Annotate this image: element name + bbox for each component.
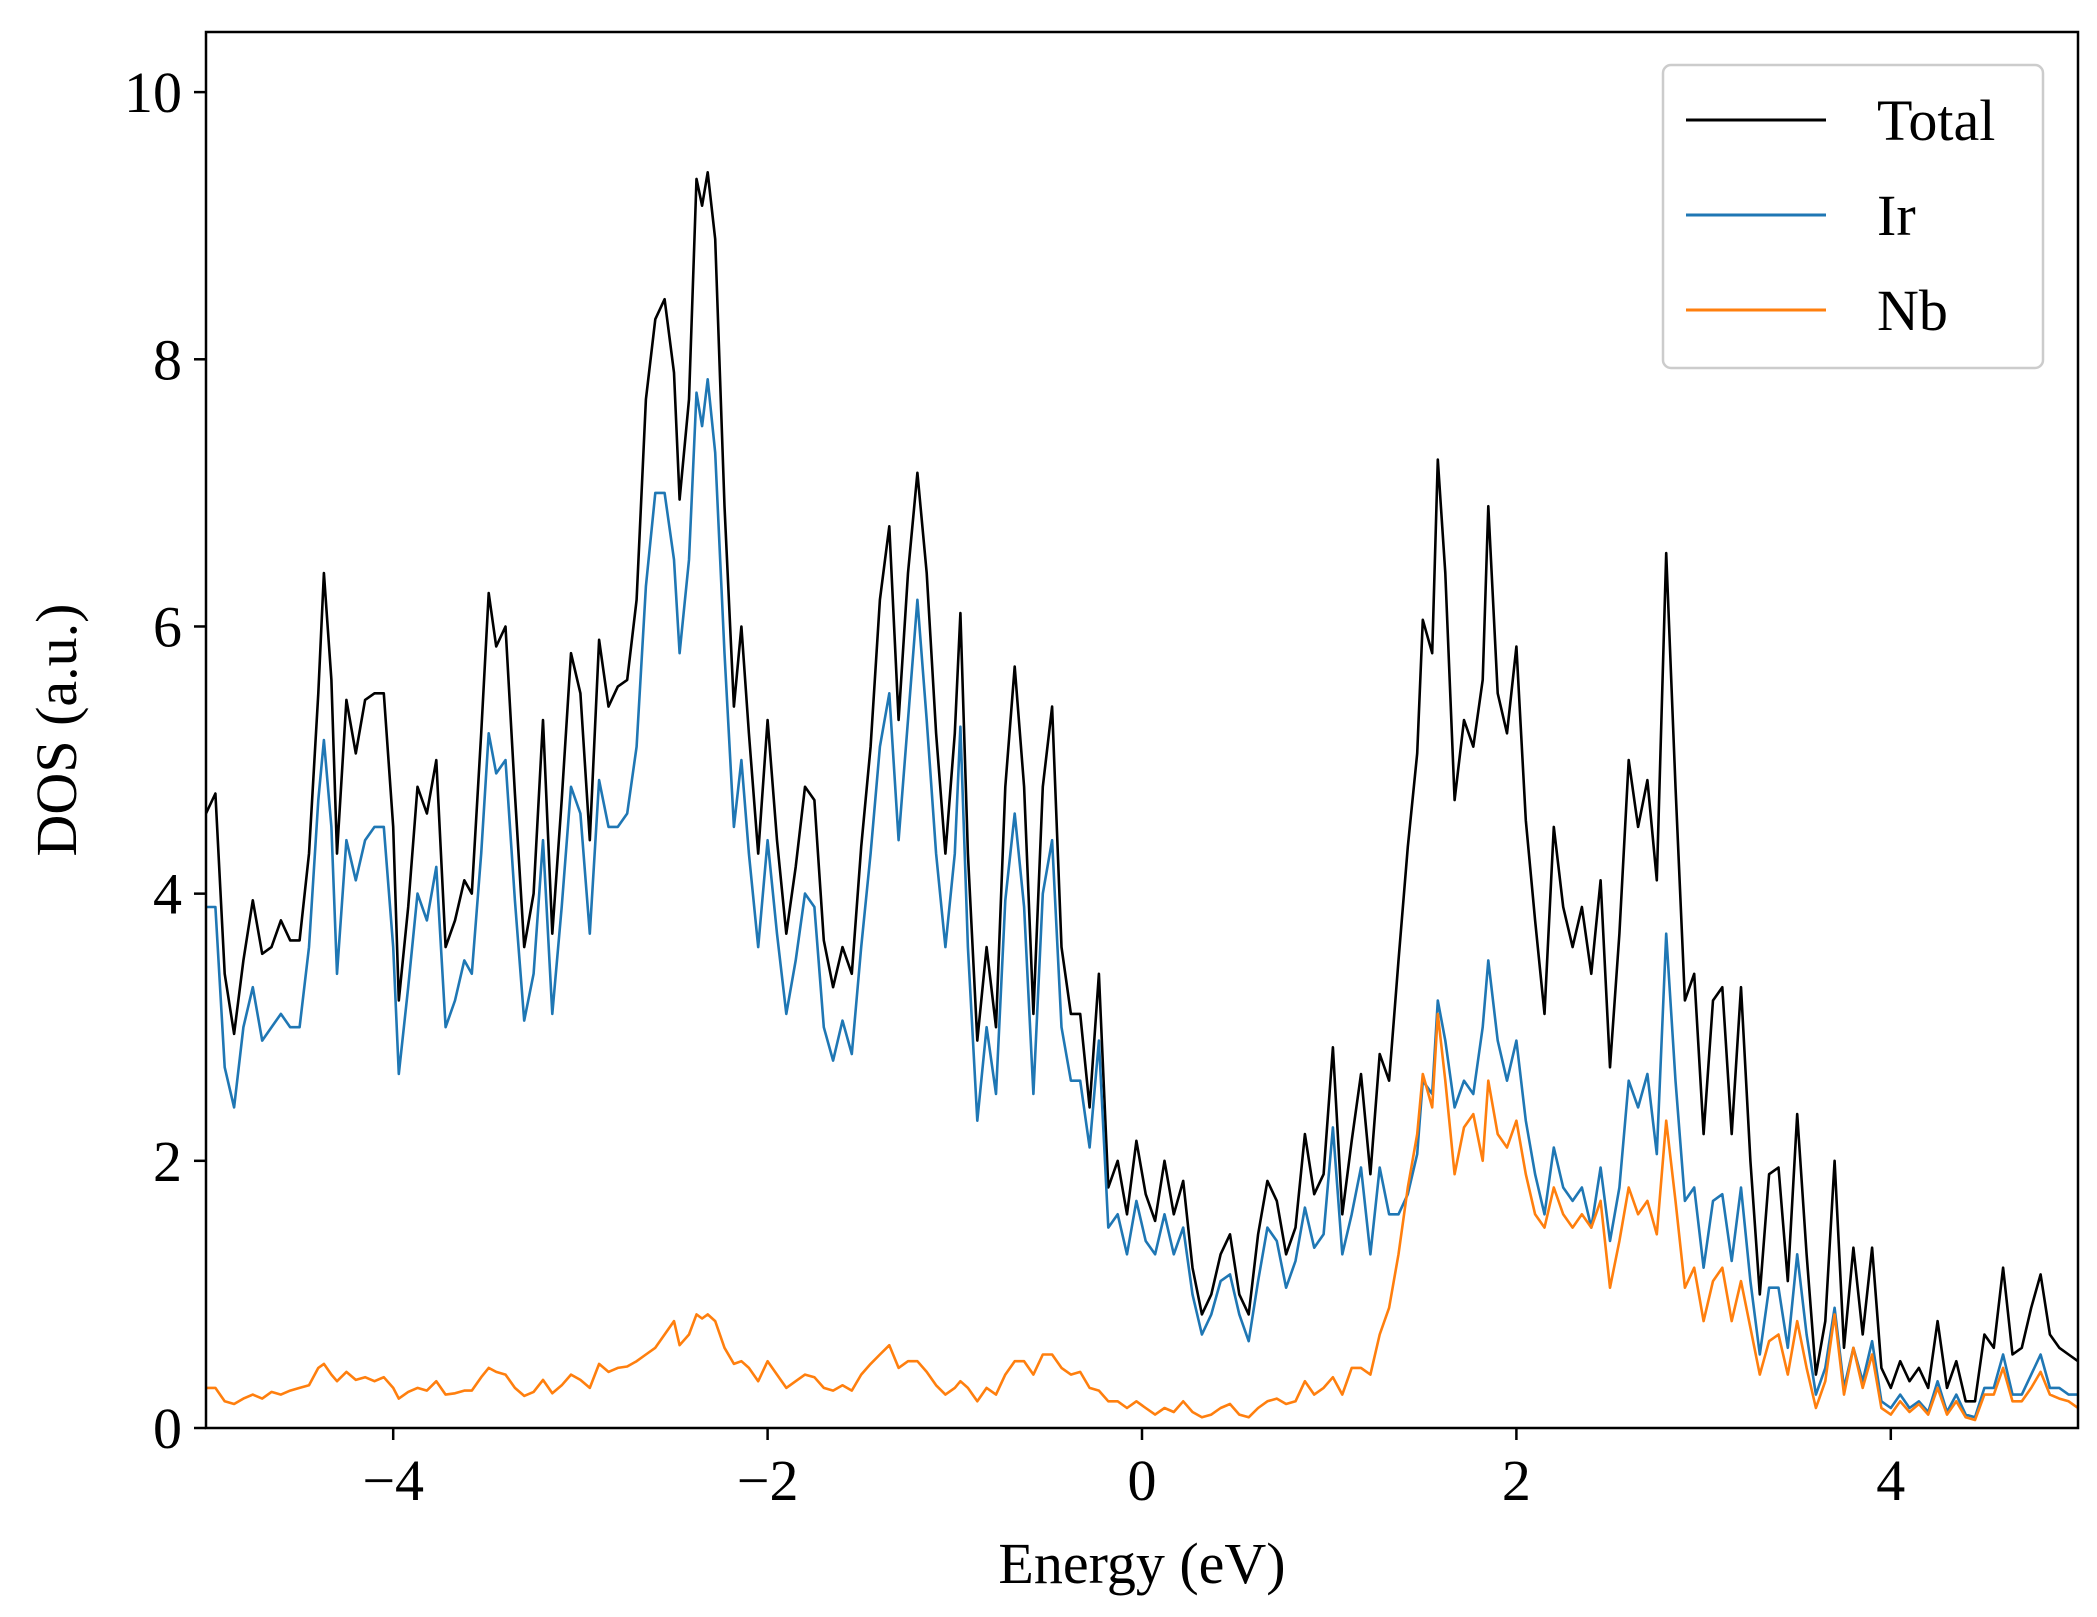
y-axis-label: DOS (a.u.) [24, 604, 89, 857]
series-line-total [206, 171, 2078, 1403]
ticks-layer: −4 −2 0 2 4 0 2 4 6 8 10 [124, 60, 1905, 1513]
y-tick-label: 0 [153, 1396, 182, 1461]
x-tick-label: −4 [362, 1448, 424, 1513]
x-tick-label: 0 [1128, 1448, 1157, 1513]
x-tick-label: 4 [1876, 1448, 1905, 1513]
x-tick-label: 2 [1502, 1448, 1531, 1513]
y-tick-label: 4 [153, 862, 182, 927]
series-layer [206, 171, 2078, 1422]
x-tick-label: −2 [737, 1448, 799, 1513]
series-line-nb [206, 1012, 2078, 1422]
y-tick-label: 8 [153, 327, 182, 392]
legend-box [1661, 63, 2045, 370]
legend-label-total: Total [1877, 88, 1995, 153]
x-axis-label: Energy (eV) [998, 1531, 1285, 1596]
series-line-ir [206, 378, 2078, 1419]
y-tick-label: 10 [124, 60, 182, 125]
legend-label-ir: Ir [1877, 183, 1916, 248]
y-tick-label: 2 [153, 1129, 182, 1194]
legend: Total Ir Nb [1661, 63, 2045, 370]
y-tick-label: 6 [153, 594, 182, 659]
legend-label-nb: Nb [1877, 278, 1948, 343]
